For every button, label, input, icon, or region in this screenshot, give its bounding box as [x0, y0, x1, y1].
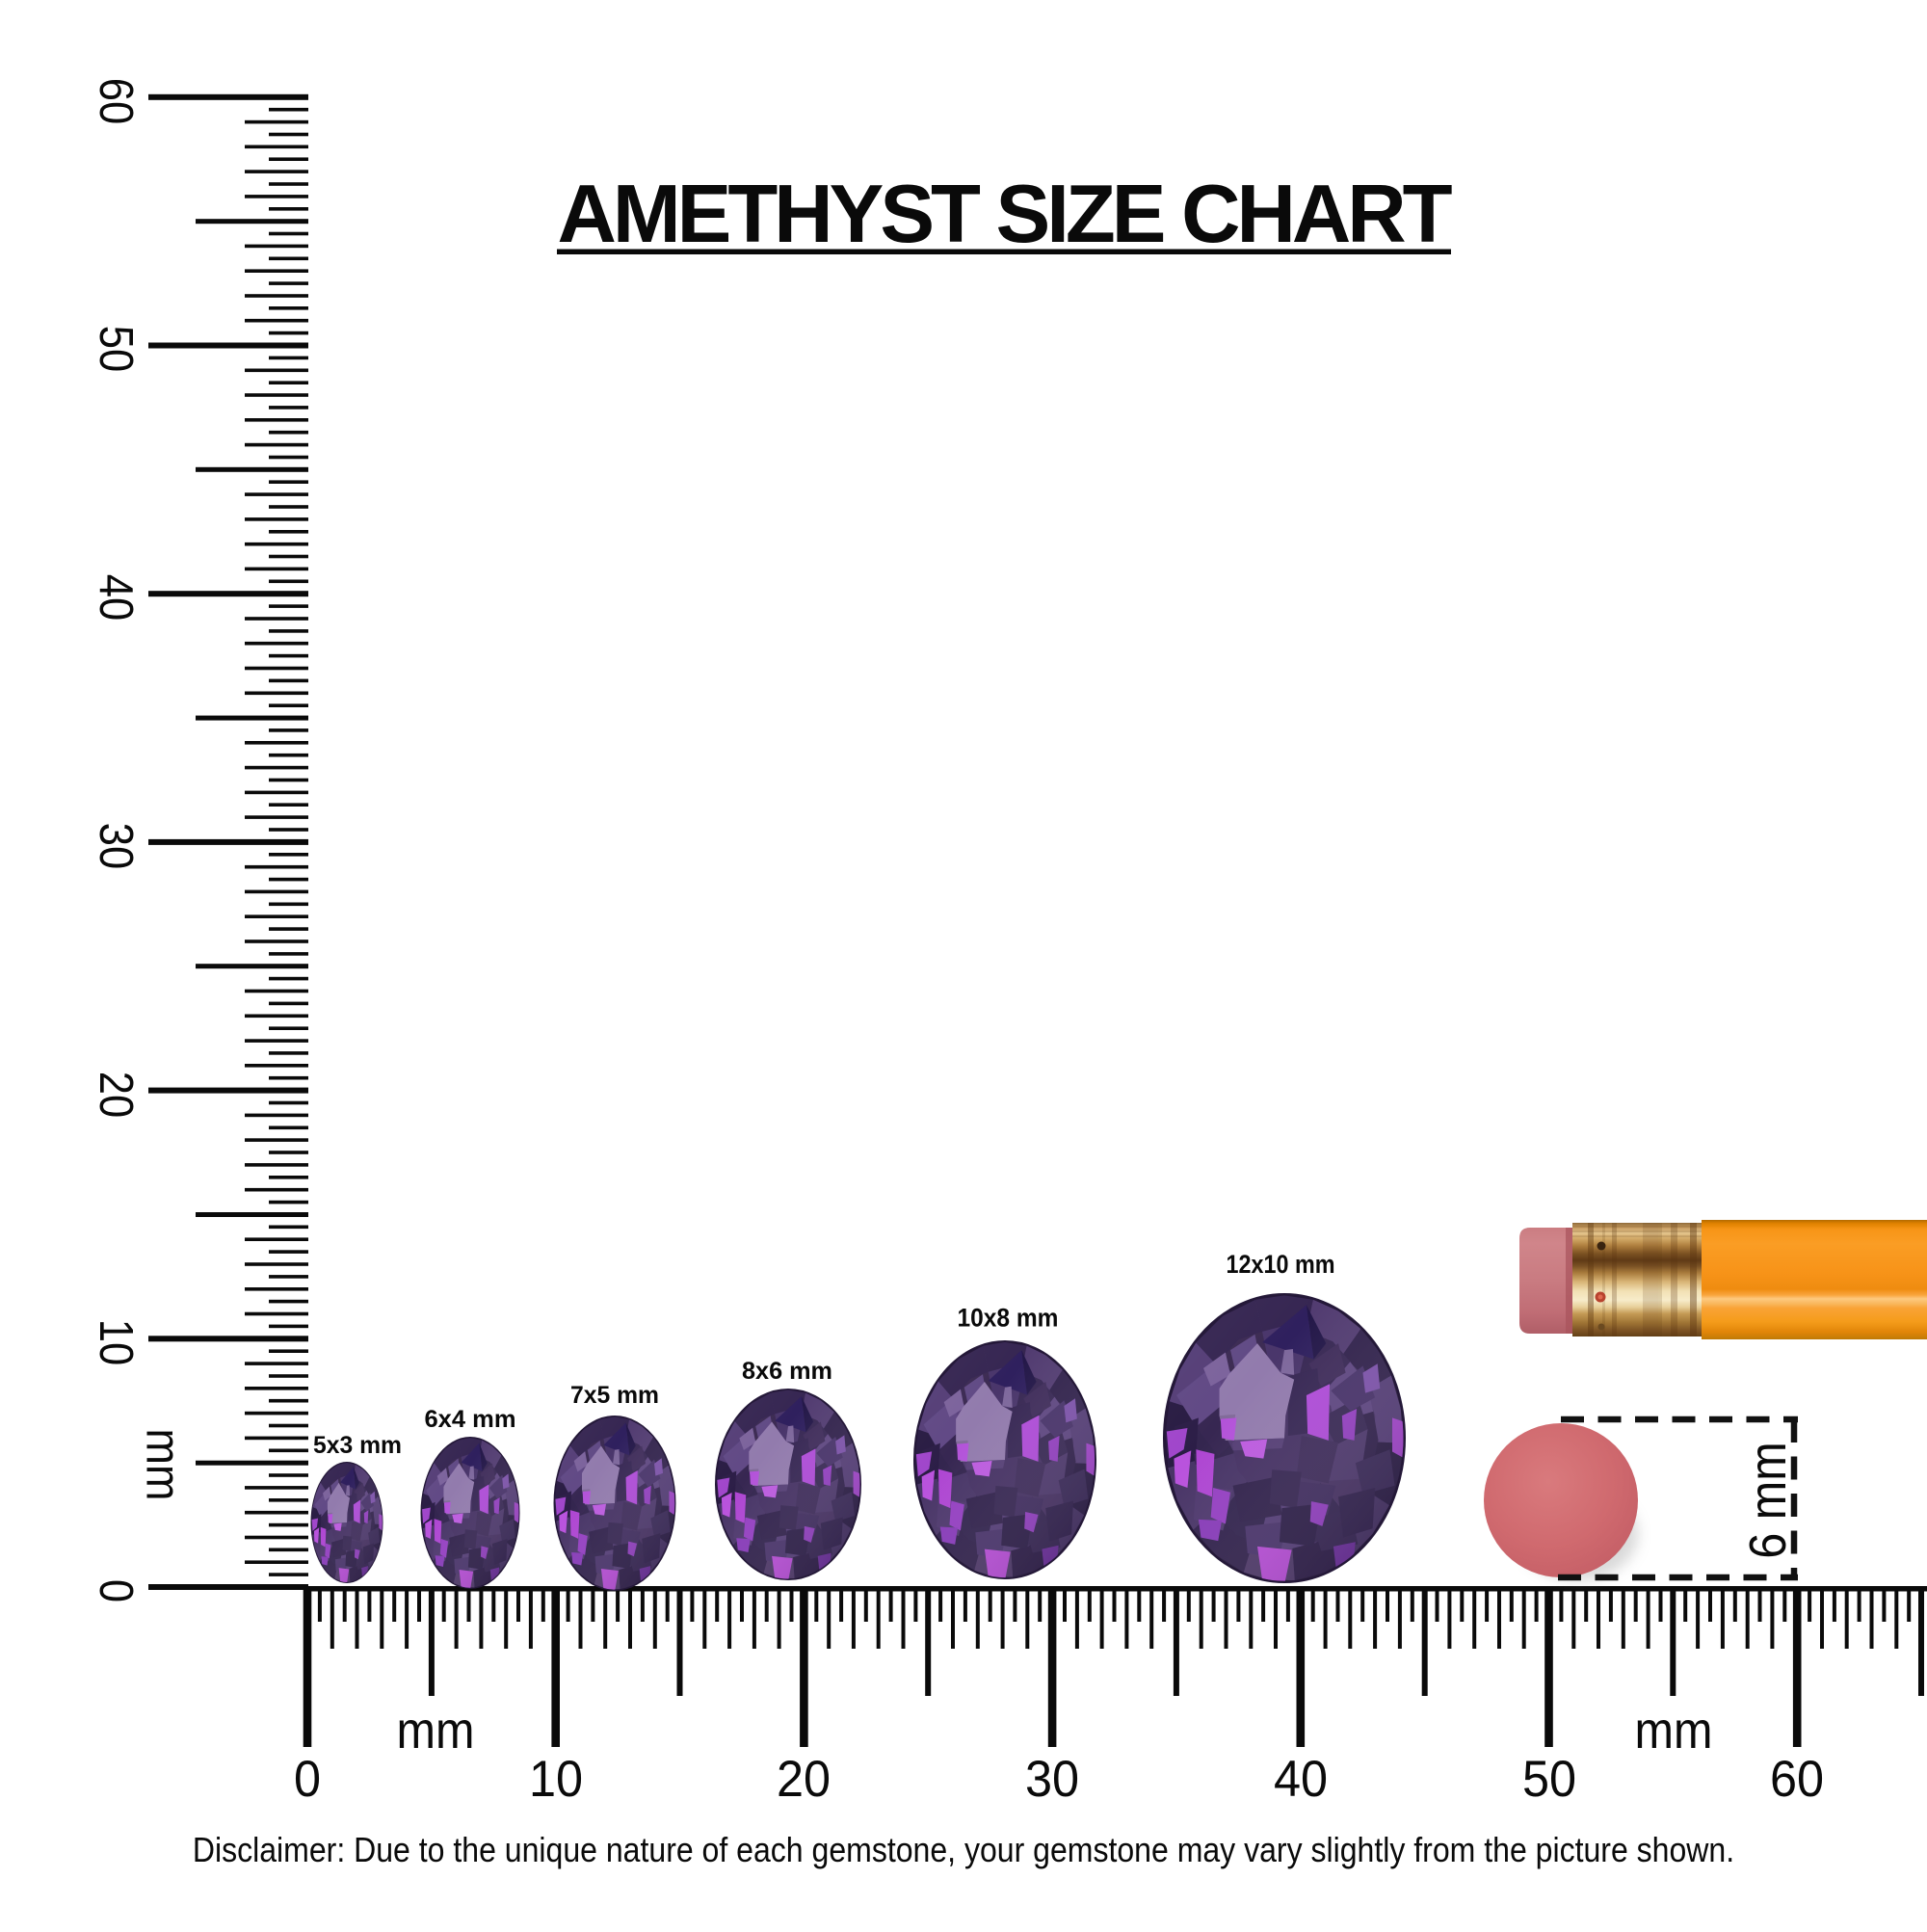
svg-text:30: 30 [90, 823, 143, 869]
svg-text:5x3 mm: 5x3 mm [313, 1432, 402, 1459]
svg-text:30: 30 [1025, 1750, 1079, 1807]
svg-text:40: 40 [1274, 1750, 1328, 1807]
svg-text:mm: mm [136, 1429, 190, 1501]
svg-text:AMETHYST SIZE CHART: AMETHYST SIZE CHART [557, 169, 1452, 260]
svg-text:20: 20 [90, 1072, 143, 1118]
svg-text:0: 0 [294, 1750, 321, 1807]
svg-text:60: 60 [90, 78, 143, 124]
svg-text:10: 10 [529, 1750, 583, 1807]
svg-text:20: 20 [777, 1750, 831, 1807]
svg-text:Disclaimer: Due to the unique: Disclaimer: Due to the unique nature of … [193, 1831, 1734, 1869]
svg-text:50: 50 [90, 326, 143, 372]
svg-text:mm: mm [1635, 1701, 1713, 1760]
svg-text:50: 50 [1522, 1750, 1576, 1807]
svg-text:10x8 mm: 10x8 mm [958, 1304, 1059, 1333]
svg-text:mm: mm [397, 1701, 475, 1760]
svg-text:7x5 mm: 7x5 mm [570, 1382, 659, 1409]
svg-text:6x4 mm: 6x4 mm [425, 1406, 516, 1433]
svg-text:10: 10 [90, 1319, 143, 1365]
svg-text:0: 0 [90, 1579, 143, 1602]
svg-text:40: 40 [90, 574, 143, 621]
svg-text:8x6 mm: 8x6 mm [742, 1358, 832, 1385]
svg-text:12x10 mm: 12x10 mm [1227, 1250, 1335, 1279]
svg-text:60: 60 [1770, 1750, 1824, 1807]
svg-text:6 mm: 6 mm [1738, 1442, 1797, 1558]
